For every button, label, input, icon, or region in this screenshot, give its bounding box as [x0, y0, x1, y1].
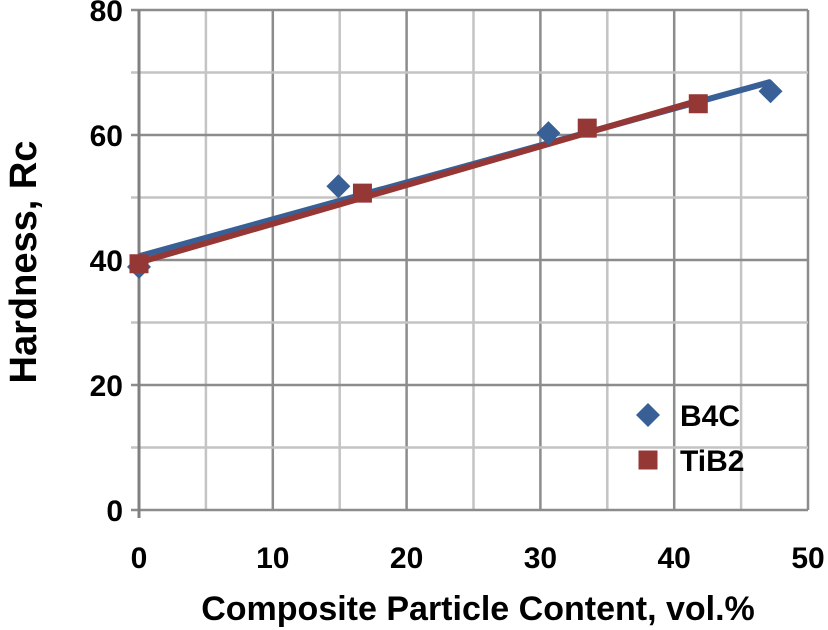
data-point-tib2	[688, 94, 708, 114]
y-tick-label: 80	[90, 0, 123, 28]
x-tick-label: 30	[524, 542, 557, 575]
data-point-tib2	[129, 254, 149, 274]
y-tick-label: 20	[90, 370, 123, 403]
legend-label-b4c: B4C	[680, 400, 740, 433]
x-axis-label: Composite Particle Content, vol.%	[201, 590, 755, 628]
y-tick-label: 0	[106, 495, 123, 528]
legend-label-tib2: TiB2	[680, 445, 744, 478]
tick-labels: 0 10 20 30 40 50 0 20 40 60 80	[90, 0, 825, 575]
legend-marker-tib2	[638, 450, 658, 470]
data-point-tib2	[352, 183, 372, 203]
data-point-b4c	[536, 121, 561, 146]
grid	[131, 8, 810, 518]
trendline-tib2	[138, 97, 700, 266]
legend-marker-b4c	[636, 403, 660, 427]
data-point-b4c	[758, 79, 783, 104]
x-tick-label: 50	[791, 542, 824, 575]
trendlines	[138, 78, 772, 266]
legend: B4C TiB2	[636, 400, 744, 478]
x-tick-label: 40	[658, 542, 691, 575]
data-points	[127, 79, 783, 279]
x-tick-label: 20	[390, 542, 423, 575]
x-tick-label: 0	[131, 542, 148, 575]
x-tick-label: 10	[256, 542, 289, 575]
y-tick-label: 40	[90, 245, 123, 278]
data-point-b4c	[326, 174, 351, 199]
y-axis-label: Hardness, Rc	[3, 141, 45, 384]
y-tick-label: 60	[90, 120, 123, 153]
data-point-tib2	[577, 118, 597, 138]
